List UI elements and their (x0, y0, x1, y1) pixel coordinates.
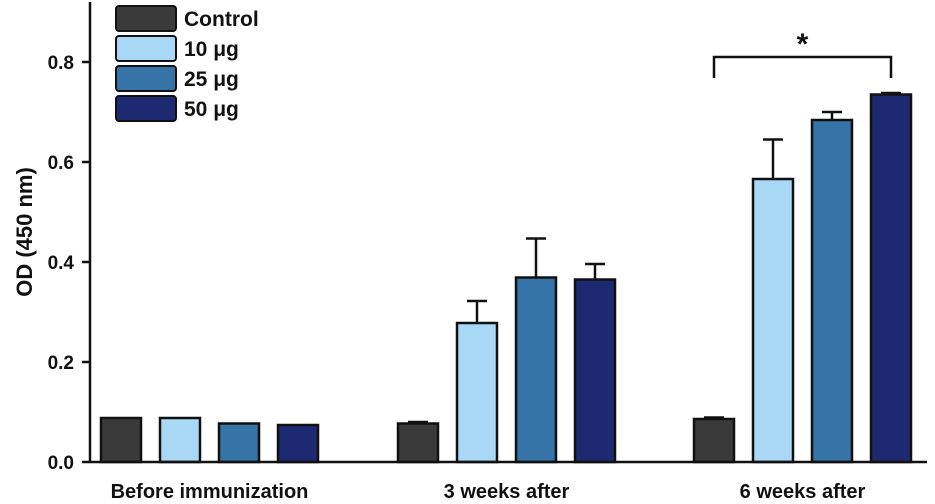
y-tick-label: 0.2 (48, 353, 74, 374)
y-axis-label: OD (450 nm) (12, 167, 37, 297)
x-category-label: 6 weeks after (740, 481, 866, 503)
x-category-label: Before immunization (111, 481, 309, 503)
bar-control-1 (99, 416, 143, 464)
significance-bracket (712, 55, 893, 78)
bar-10-g-1 (158, 416, 202, 464)
x-category-label: 3 weeks after (444, 481, 570, 503)
significance-label: * (797, 28, 809, 61)
bar-50-g-2 (573, 278, 617, 464)
y-tick-label: 0.0 (48, 453, 74, 474)
bar-50-g-1 (276, 423, 320, 464)
legend-swatch (115, 35, 177, 62)
bar-control-3 (692, 417, 736, 464)
legend-swatch (115, 65, 177, 92)
bar-control-2 (396, 422, 440, 464)
bar-25-g-3 (810, 118, 854, 464)
legend-label: 25 μg (184, 68, 239, 91)
y-tick-label: 0.8 (48, 53, 74, 74)
bar-10-g-3 (751, 177, 795, 464)
legend-swatch (115, 95, 177, 122)
y-tick-label: 0.4 (48, 253, 75, 274)
y-tick-label: 0.6 (48, 153, 74, 174)
legend-swatch (115, 5, 177, 32)
bar-25-g-1 (217, 422, 261, 464)
bar-10-g-2 (455, 321, 499, 464)
legend-label: Control (184, 8, 259, 31)
legend-label: 50 μg (184, 98, 239, 121)
bar-25-g-2 (514, 276, 558, 464)
bar-50-g-3 (869, 93, 913, 464)
legend-label: 10 μg (184, 38, 239, 61)
